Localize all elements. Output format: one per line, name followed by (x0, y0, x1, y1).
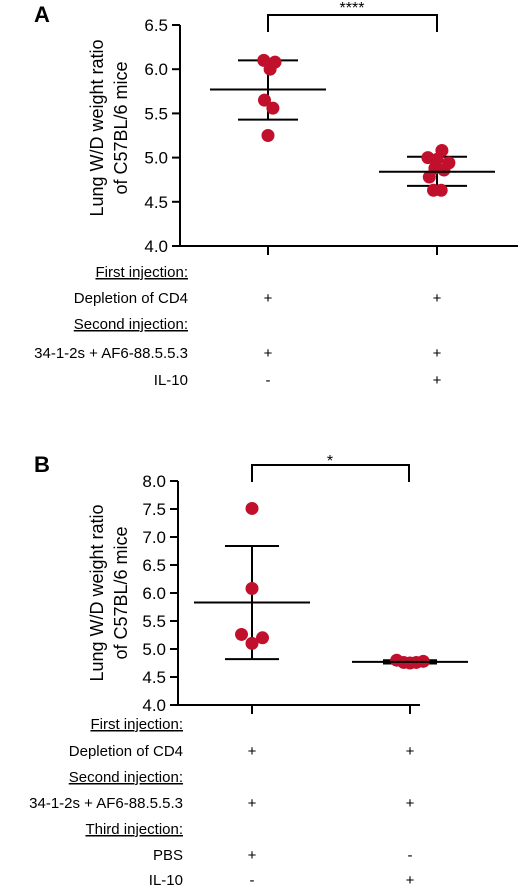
data-point (235, 627, 248, 641)
panel-a: A Lung W/D weight ratio of C57BL/6 mice … (34, 0, 518, 389)
y-tick-label: 4.0 (142, 696, 166, 715)
data-point (245, 582, 259, 596)
y-tick-label: 7.5 (142, 500, 166, 519)
panel-a-ylabel-line1: Lung W/D weight ratio (87, 39, 107, 216)
data-point (261, 129, 275, 142)
condition-row-value: - (250, 872, 255, 887)
y-tick-label: 8.0 (142, 472, 166, 491)
condition-row-value: + (406, 743, 415, 760)
panel-b-significance-bracket: * (251, 453, 410, 482)
condition-row-value: - (266, 372, 271, 389)
panel-a-letter: A (34, 2, 50, 27)
y-tick-label: 5.5 (142, 612, 166, 631)
y-tick-label: 5.5 (144, 104, 168, 123)
data-point (245, 636, 259, 650)
panel-a-ylabel-line2: of C57BL/6 mice (111, 61, 131, 194)
condition-row-label: 34-1-2s + AF6-88.5.5.3 (29, 795, 183, 812)
condition-row-value: + (264, 290, 273, 307)
data-point (263, 62, 277, 76)
data-point (434, 183, 448, 197)
panel-b-significance-label: * (327, 453, 333, 470)
panel-a-significance-bracket: **** (267, 0, 438, 32)
condition-row-label: Depletion of CD4 (69, 743, 183, 760)
panel-b-ylabel-line1: Lung W/D weight ratio (87, 504, 107, 681)
condition-row-label: Depletion of CD4 (74, 290, 188, 307)
panel-b-marks (194, 501, 468, 670)
data-point (437, 163, 451, 177)
data-point (266, 101, 280, 115)
panel-b-letter: B (34, 452, 50, 477)
condition-row-value: + (433, 372, 442, 389)
condition-row-label: 34-1-2s + AF6-88.5.5.3 (34, 345, 188, 362)
data-point (422, 170, 436, 184)
data-point (245, 501, 259, 515)
condition-row-label: First injection: (95, 264, 188, 281)
condition-row-label: First injection: (90, 716, 183, 733)
y-tick-label: 4.5 (142, 668, 166, 687)
data-point (258, 93, 271, 107)
panel-a-significance-label: **** (340, 0, 365, 17)
condition-row-value: + (248, 743, 257, 760)
panel-b-condition-table: First injection: Depletion of CD4 + + Second… (29, 716, 415, 889)
condition-row-value: + (406, 872, 415, 887)
y-tick-label: 4.0 (144, 237, 168, 256)
condition-row-value: + (433, 290, 442, 307)
y-tick-label: 5.0 (144, 149, 168, 168)
y-tick-label: 6.0 (142, 584, 166, 603)
panel-b-axes: 4.0 4.5 5.0 5.5 6.0 6.5 7.0 7.5 8.0 (142, 472, 420, 715)
condition-row-value: + (433, 345, 442, 362)
y-tick-label: 6.5 (142, 556, 166, 575)
y-tick-label: 6.5 (144, 16, 168, 35)
condition-row-label: Second injection: (74, 316, 188, 333)
panel-a-axes: 4.0 4.5 5.0 5.5 6.0 6.5 (144, 16, 518, 256)
condition-row-value: + (248, 847, 257, 864)
panel-a-condition-table: First injection: Depletion of CD4 + + Second… (34, 264, 441, 389)
condition-row-value: + (248, 795, 257, 812)
panel-a-marks (210, 53, 495, 197)
y-tick-label: 5.0 (142, 640, 166, 659)
condition-row-label: IL-10 (154, 372, 188, 389)
y-tick-label: 7.0 (142, 528, 166, 547)
condition-row-label: PBS (153, 847, 183, 864)
y-tick-label: 4.5 (144, 193, 168, 212)
condition-row-value: + (406, 795, 415, 812)
y-tick-label: 6.0 (144, 60, 168, 79)
data-point (256, 631, 269, 645)
panel-b-ylabel-line2: of C57BL/6 mice (111, 526, 131, 659)
condition-row-label: Third injection: (85, 821, 183, 838)
condition-row-label: IL-10 (149, 872, 183, 887)
condition-row-value: - (408, 847, 413, 864)
panel-b: B Lung W/D weight ratio of C57BL/6 mice … (29, 452, 468, 889)
condition-row-value: + (264, 345, 273, 362)
condition-row-label: Second injection: (69, 769, 183, 786)
